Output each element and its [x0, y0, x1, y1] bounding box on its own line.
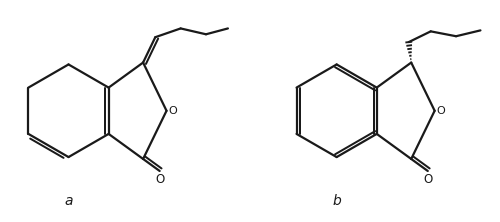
Text: O: O — [155, 173, 164, 186]
Text: b: b — [332, 194, 341, 208]
Text: a: a — [64, 194, 73, 208]
Text: O: O — [423, 173, 432, 186]
Text: O: O — [168, 106, 177, 116]
Text: O: O — [436, 106, 446, 116]
